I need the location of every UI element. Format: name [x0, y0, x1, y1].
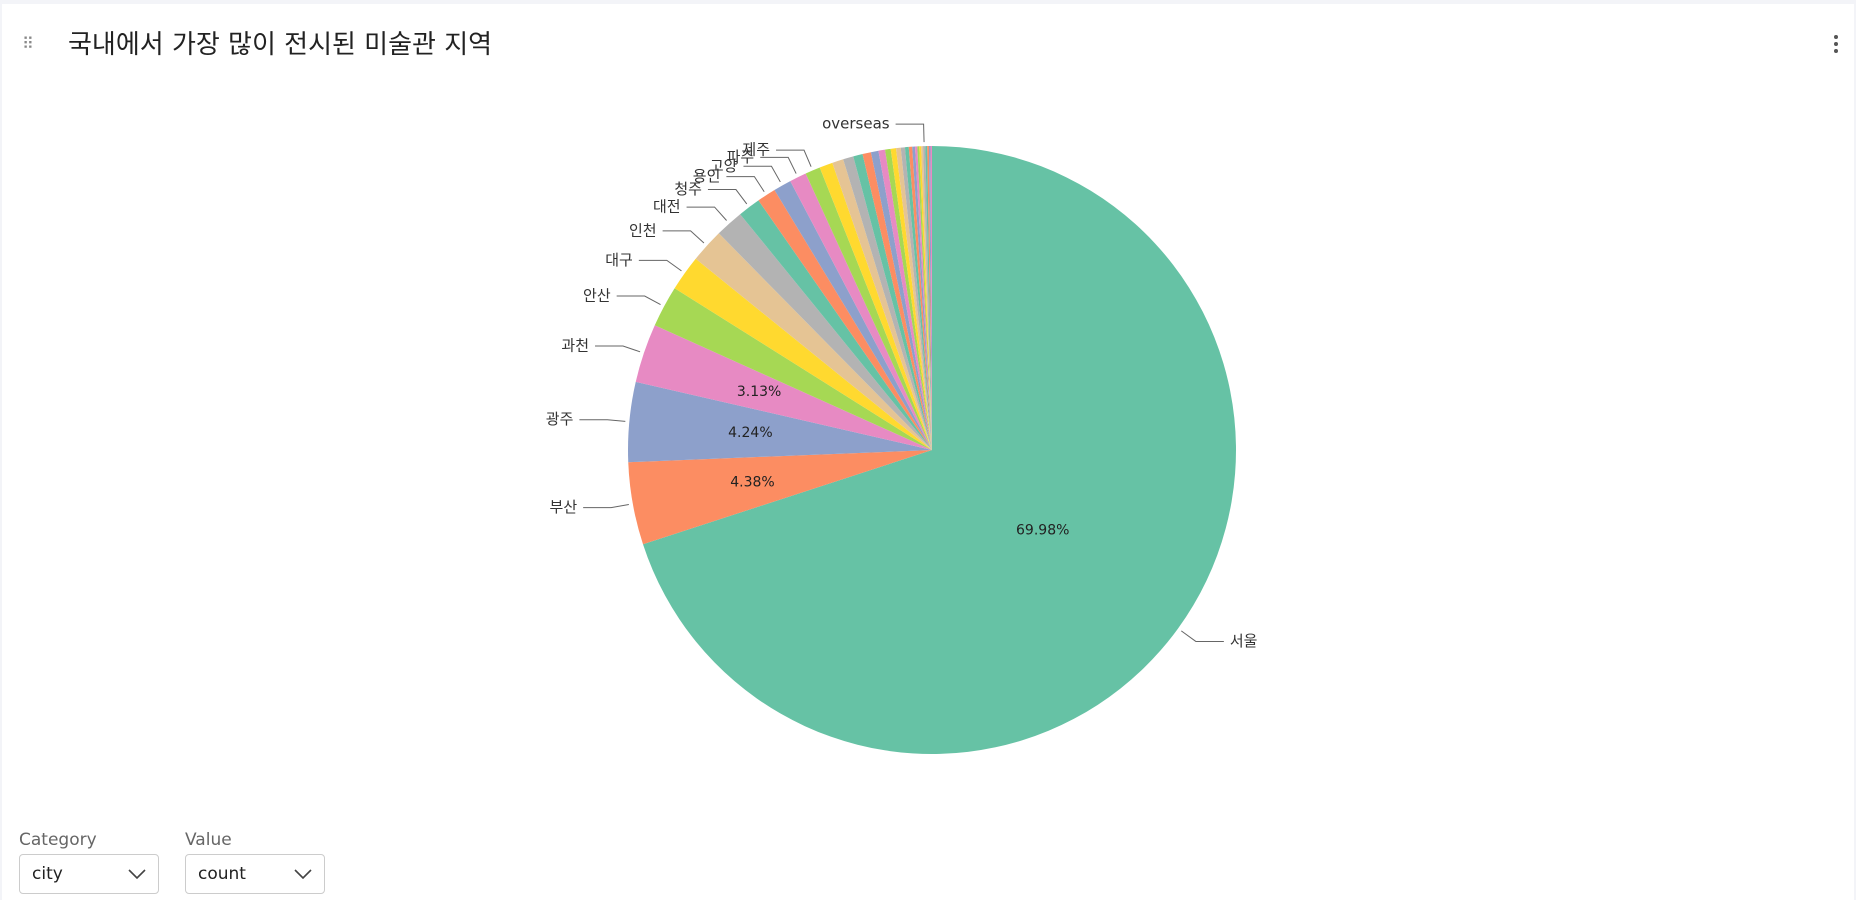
slice-label: 용인 [693, 167, 721, 185]
category-select[interactable]: city [19, 854, 159, 894]
value-label: 3.13% [737, 384, 781, 400]
control-label: Value [185, 830, 232, 850]
pie-slice [790, 173, 932, 450]
drag-handle[interactable]: ⠿ [22, 34, 34, 53]
leader-line [579, 419, 626, 422]
pie-slice [927, 146, 932, 450]
pie-slice [843, 156, 932, 450]
leader-line [760, 156, 797, 174]
leader-line [707, 189, 748, 205]
pie-slice [890, 148, 932, 451]
pie-slice [930, 146, 932, 450]
slice-label: 광주 [546, 410, 574, 428]
pie-slice [674, 258, 932, 450]
leader-line [726, 176, 765, 192]
slice-label: 대구 [605, 251, 633, 269]
chevron [128, 869, 146, 879]
value-label: 4.24% [728, 425, 772, 441]
pie-slice [862, 152, 932, 450]
pie-slice [925, 146, 932, 450]
pie-slice [635, 325, 932, 450]
slice-label: 인천 [629, 221, 657, 239]
pie-slice [628, 450, 932, 545]
category-control: Category city [19, 830, 159, 894]
leader-line [616, 295, 661, 305]
chevron [294, 869, 312, 879]
leader-line [638, 259, 682, 272]
pie-slice [758, 190, 932, 450]
pie-slice [654, 288, 932, 450]
pie-slice [908, 146, 932, 450]
pie-slice [928, 146, 932, 450]
pie-slice [921, 146, 932, 450]
pie-slice [819, 162, 932, 450]
pie-slice [628, 381, 932, 463]
leader-line [1180, 630, 1224, 642]
pie-slice [878, 149, 932, 451]
pie-slice [740, 200, 932, 450]
leader-line [743, 165, 781, 183]
leader-line [776, 149, 812, 167]
pie-slice [885, 148, 932, 451]
pie-slice [832, 159, 932, 451]
pie-slice [805, 167, 932, 450]
control-label: Category [19, 830, 97, 850]
dashboard-panel: ⠿ 국내에서 가장 많이 전시된 미술관 지역 69.98% 서울 4.38% 부산 4… [2, 4, 1854, 900]
select-value: count [198, 864, 246, 884]
leader-line [686, 206, 727, 221]
pie-slice [642, 146, 1236, 754]
leader-line [595, 345, 641, 353]
leader-line [583, 503, 629, 509]
pie-slice [895, 147, 932, 450]
slice-label: 파주 [727, 148, 755, 166]
slice-label: 대전 [653, 198, 681, 216]
pie-slice [774, 181, 932, 450]
slice-label: 과천 [561, 337, 589, 355]
value-label: 69.98% [1016, 522, 1069, 538]
pie-slice [912, 146, 932, 450]
pie-slice [919, 146, 932, 450]
menu-button[interactable] [1834, 32, 1840, 56]
pie-slice [853, 154, 932, 450]
chart: 69.98% 서울 4.38% 부산 4.24% 광주 3.13% 과천 안산 대구 인천 대전청주용… [546, 115, 1258, 754]
pie-slice [917, 146, 932, 450]
select-value: city [32, 864, 63, 884]
pie-slice [915, 146, 932, 450]
slice-label: 서울 [1230, 632, 1258, 650]
slice-label: 부산 [550, 498, 578, 516]
slice-label: overseas [822, 115, 890, 133]
leader-line [662, 230, 705, 244]
slice-label: 안산 [583, 287, 611, 305]
pie-slice [695, 233, 932, 450]
value-control: Value count [185, 830, 325, 894]
pie-slice [900, 147, 932, 451]
pie-slice [718, 214, 932, 450]
slice-label: 고양 [710, 157, 738, 175]
slice-label: 제주 [742, 141, 770, 159]
pie-slice [923, 146, 932, 451]
value-select[interactable]: count [185, 854, 325, 894]
value-label: 4.38% [730, 474, 774, 490]
chart-title: 국내에서 가장 많이 전시된 미술관 지역 [68, 30, 493, 60]
pie-slice [870, 150, 932, 451]
leader-line [895, 123, 925, 143]
pie-slice [904, 146, 932, 451]
slice-label: 청주 [674, 180, 702, 198]
